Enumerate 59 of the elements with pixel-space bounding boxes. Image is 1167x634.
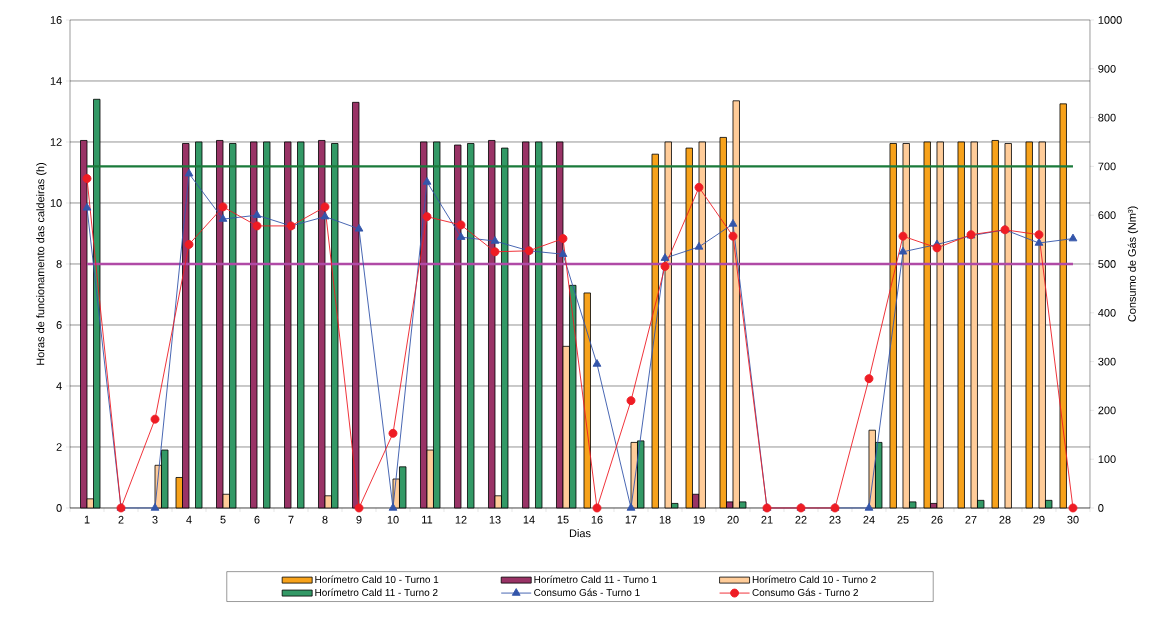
y2-tick-label: 200 <box>1098 406 1116 415</box>
y2-tick-label: 0 <box>1098 504 1104 512</box>
legend-label: Horímetro Cald 11 - Turno 1 <box>534 575 657 584</box>
legend-label: Horímetro Cald 11 - Turno 2 <box>315 588 438 597</box>
y-tick-label: 16 <box>50 16 62 24</box>
y-tick-label: 12 <box>50 138 62 146</box>
legend-label: Consumo Gás - Turno 2 <box>752 588 858 597</box>
x-tick-label: 3 <box>152 515 158 524</box>
x-tick-label: 2 <box>118 515 124 524</box>
x-tick-label: 17 <box>625 515 637 524</box>
x-tick-label: 9 <box>356 515 362 524</box>
x-tick-label: 12 <box>455 515 467 524</box>
x-tick-label: 20 <box>727 515 739 524</box>
y-axis-title: Horas de funcionamento das caldeiras (h) <box>36 162 47 365</box>
x-tick-label: 18 <box>659 515 671 524</box>
x-tick-label: 4 <box>186 515 192 524</box>
x-tick-label: 15 <box>557 515 569 524</box>
y2-tick-label: 100 <box>1098 455 1116 464</box>
x-tick-label: 5 <box>220 515 226 524</box>
x-tick-label: 8 <box>322 515 328 524</box>
x-tick-label: 24 <box>863 515 875 524</box>
x-tick-label: 29 <box>1033 515 1045 524</box>
y-tick-label: 2 <box>56 443 62 451</box>
x-tick-label: 16 <box>591 515 603 524</box>
x-tick-label: 14 <box>523 515 535 524</box>
y-tick-label: 14 <box>50 77 62 85</box>
x-tick-label: 13 <box>489 515 501 524</box>
y-tick-label: 0 <box>56 504 62 512</box>
x-tick-label: 6 <box>254 515 260 524</box>
x-tick-label: 21 <box>761 515 773 524</box>
y-tick-label: 4 <box>56 382 62 390</box>
x-tick-label: 28 <box>999 515 1011 524</box>
y2-tick-label: 800 <box>1098 113 1116 122</box>
y2-axis-title: Consumo de Gás (Nm³) <box>1127 206 1139 322</box>
y-tick-label: 10 <box>50 199 62 207</box>
x-tick-label: 10 <box>387 515 399 524</box>
x-tick-label: 30 <box>1067 515 1079 524</box>
x-tick-label: 19 <box>693 515 705 524</box>
x-tick-label: 22 <box>795 515 807 524</box>
y2-tick-label: 1000 <box>1098 16 1122 24</box>
y-tick-label: 8 <box>56 260 62 268</box>
x-tick-label: 25 <box>897 515 909 524</box>
x-tick-label: 23 <box>829 515 841 524</box>
legend-label: Consumo Gás - Turno 1 <box>534 588 640 597</box>
x-tick-label: 27 <box>965 515 977 524</box>
y2-tick-label: 600 <box>1098 211 1116 220</box>
y2-tick-label: 500 <box>1098 260 1116 268</box>
x-tick-label: 1 <box>84 515 90 524</box>
y2-tick-label: 300 <box>1098 357 1116 366</box>
legend-label: Horímetro Cald 10 - Turno 2 <box>752 575 876 584</box>
y2-tick-label: 900 <box>1098 64 1116 73</box>
legend-label: Horímetro Cald 10 - Turno 1 <box>315 575 439 584</box>
y2-tick-label: 700 <box>1098 162 1116 171</box>
x-axis-title: Dias <box>569 529 591 538</box>
x-tick-label: 7 <box>288 515 294 524</box>
x-tick-label: 11 <box>422 515 433 524</box>
x-tick-label: 26 <box>931 515 943 524</box>
y2-tick-label: 400 <box>1098 308 1116 317</box>
y-tick-label: 6 <box>56 321 62 329</box>
